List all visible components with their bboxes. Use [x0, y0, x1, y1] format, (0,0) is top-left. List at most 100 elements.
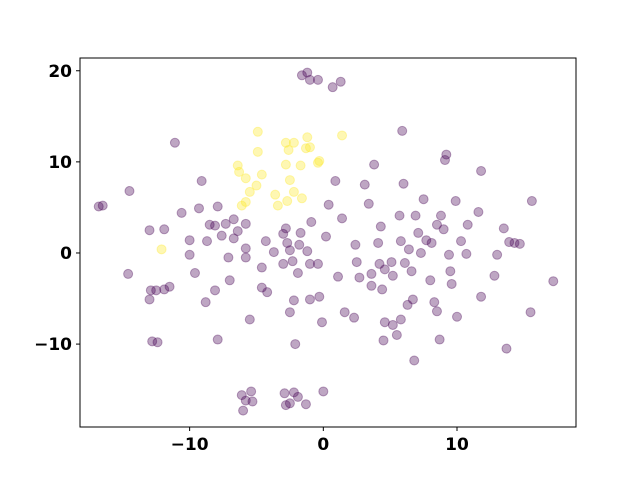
point — [302, 132, 313, 143]
point — [294, 239, 305, 250]
point — [548, 276, 559, 287]
point — [295, 227, 306, 238]
point — [415, 247, 426, 258]
point — [443, 249, 454, 260]
point — [402, 299, 413, 310]
point — [434, 334, 445, 345]
point — [462, 219, 473, 230]
point — [228, 214, 239, 225]
point — [395, 236, 406, 247]
point — [169, 137, 180, 148]
point — [296, 193, 307, 204]
point — [246, 386, 257, 397]
point — [304, 258, 315, 269]
point — [252, 126, 263, 137]
point — [145, 285, 156, 296]
point — [238, 405, 249, 416]
point — [359, 179, 370, 190]
point — [300, 143, 311, 154]
point — [144, 294, 155, 305]
point — [93, 201, 104, 212]
point — [280, 400, 291, 411]
point — [204, 219, 215, 230]
point — [363, 198, 374, 209]
y-tick-label: 20 — [48, 62, 72, 82]
point — [240, 196, 251, 207]
point — [196, 176, 207, 186]
point — [399, 258, 410, 268]
x-tick-label: 0 — [317, 435, 329, 455]
point — [300, 399, 311, 410]
point — [288, 137, 299, 148]
point — [256, 282, 267, 293]
point — [200, 297, 211, 308]
point — [509, 237, 520, 248]
point — [189, 268, 200, 279]
point — [312, 74, 323, 85]
axes-frame — [79, 57, 577, 428]
point — [156, 244, 167, 255]
point — [435, 210, 446, 221]
point — [280, 223, 291, 234]
point — [216, 230, 227, 241]
point — [379, 264, 390, 275]
point — [288, 186, 299, 197]
point — [278, 258, 289, 269]
point — [314, 291, 325, 302]
point — [282, 196, 293, 207]
point — [476, 291, 487, 302]
point — [330, 176, 341, 186]
point — [290, 339, 301, 350]
point — [236, 200, 247, 211]
point — [223, 252, 234, 263]
point — [318, 386, 329, 397]
point — [526, 196, 537, 207]
point — [445, 266, 456, 277]
point — [354, 272, 365, 283]
point — [335, 76, 346, 87]
point — [232, 160, 243, 171]
point — [151, 285, 162, 296]
point — [193, 203, 204, 214]
point — [431, 306, 442, 317]
point — [284, 307, 295, 318]
point — [349, 312, 360, 323]
x-tick-label: 10 — [445, 435, 469, 455]
point — [279, 388, 290, 399]
point — [323, 199, 334, 210]
point — [252, 146, 263, 157]
point — [295, 160, 306, 171]
point — [525, 307, 536, 318]
point — [476, 165, 487, 176]
point — [287, 256, 298, 267]
point — [386, 257, 397, 268]
point — [232, 226, 243, 237]
point — [240, 218, 251, 229]
point — [284, 175, 295, 186]
point — [240, 243, 251, 254]
point — [398, 178, 409, 189]
point — [212, 201, 223, 212]
point — [387, 270, 398, 281]
point — [431, 219, 442, 230]
point — [220, 218, 231, 229]
point — [159, 284, 170, 295]
point — [262, 287, 273, 298]
point — [413, 227, 424, 238]
point — [280, 159, 291, 170]
point — [270, 189, 281, 200]
point — [456, 236, 467, 247]
point — [406, 266, 417, 277]
point — [397, 125, 408, 136]
point — [240, 173, 251, 184]
point — [333, 271, 344, 282]
point — [320, 231, 331, 242]
point — [234, 166, 245, 177]
point — [369, 159, 380, 170]
point — [410, 210, 421, 221]
point — [314, 155, 325, 166]
point — [292, 391, 303, 402]
point — [152, 337, 163, 348]
